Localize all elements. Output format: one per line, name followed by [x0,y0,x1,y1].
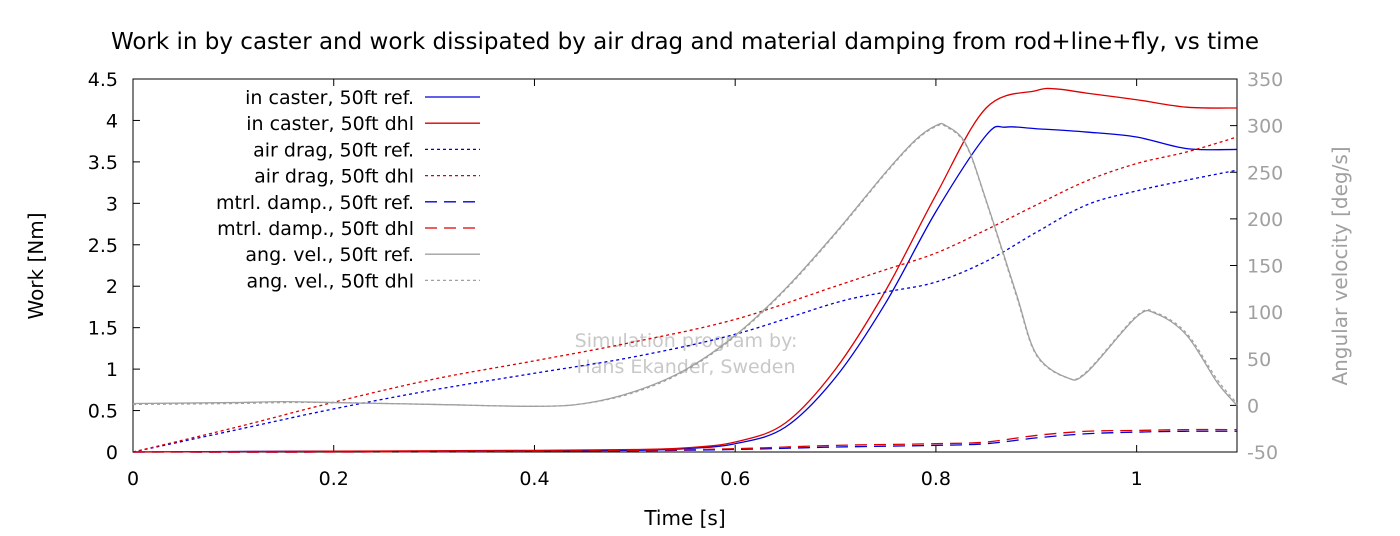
watermark: Simulation program by: Hans Ekander, Swed… [575,330,798,378]
y2-axis-ticks: -50 0 50 100 150 200 250 300 350 [1230,69,1283,464]
x-tick-label: 0.8 [921,468,951,490]
legend: in caster, 50ft ref. in caster, 50ft dhl a… [216,87,480,292]
legend-label: mtrl. damp., 50ft dhl [217,218,414,240]
x-tick-label: 0.6 [720,468,750,490]
x-axis-ticks: 0 0.2 0.4 0.6 0.8 1 [127,79,1143,490]
y-tick-label: 1 [106,359,118,381]
series-group [132,87,1238,453]
x-tick-label: 1 [1131,468,1143,490]
series-line [132,169,1238,453]
y2-tick-label: 350 [1247,69,1283,91]
y-axis-ticks: 0 0.5 1 1.5 2 2.5 3 3.5 4 4.5 [88,69,140,464]
y-tick-label: 3 [106,193,118,215]
y-axis-label: Work [Nm] [24,212,48,319]
y-tick-label: 1.5 [88,318,118,340]
legend-label: ang. vel., 50ft ref. [245,244,414,266]
y-tick-label: 4.5 [88,69,118,91]
chart-title: Work in by caster and work dissipated by… [111,29,1259,55]
y-tick-label: 0.5 [88,401,118,423]
y2-tick-label: 0 [1247,395,1259,417]
y-tick-label: 4 [106,110,118,132]
series-line [132,125,1238,453]
y2-tick-label: 200 [1247,209,1283,231]
watermark-line: Simulation program by: [575,330,798,352]
y-tick-label: 0 [106,442,118,464]
y2-axis-label: Angular velocity [deg/s] [1328,146,1352,385]
legend-label: in caster, 50ft dhl [246,113,414,135]
series-line [132,136,1238,453]
y-tick-label: 3.5 [88,152,118,174]
y2-tick-label: 50 [1247,349,1271,371]
legend-label: ang. vel., 50ft dhl [246,270,414,292]
series-line [132,87,1238,453]
watermark-line: Hans Ekander, Sweden [577,356,796,378]
x-axis-label: Time [s] [643,506,725,530]
x-tick-label: 0 [127,468,139,490]
y2-tick-label: 250 [1247,162,1283,184]
series-line [132,428,1238,453]
legend-label: air drag, 50ft dhl [254,166,414,188]
y2-tick-label: 300 [1247,116,1283,138]
y-tick-label: 2 [106,276,118,298]
x-tick-label: 0.4 [519,468,549,490]
y2-tick-label: 150 [1247,256,1283,278]
x-tick-label: 0.2 [319,468,349,490]
series-line [132,123,1238,407]
y-tick-label: 2.5 [88,235,118,257]
y2-tick-label: -50 [1247,442,1278,464]
y2-tick-label: 100 [1247,302,1283,324]
legend-label: in caster, 50ft ref. [245,87,414,109]
legend-label: air drag, 50ft ref. [253,139,414,161]
legend-label: mtrl. damp., 50ft ref. [216,192,414,214]
